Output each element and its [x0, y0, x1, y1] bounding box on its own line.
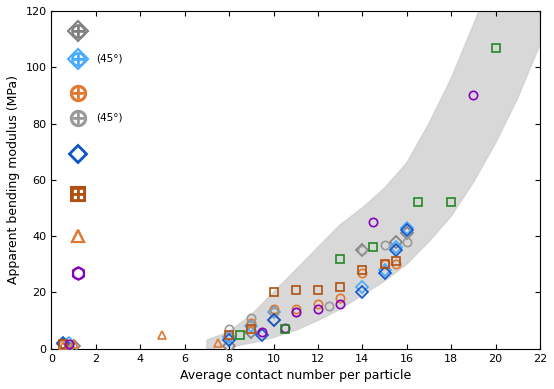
Text: (45°): (45°) — [96, 54, 122, 64]
Text: (45°): (45°) — [96, 113, 122, 123]
X-axis label: Average contact number per particle: Average contact number per particle — [180, 369, 411, 382]
Y-axis label: Apparent bending modulus (MPa): Apparent bending modulus (MPa) — [7, 75, 20, 284]
